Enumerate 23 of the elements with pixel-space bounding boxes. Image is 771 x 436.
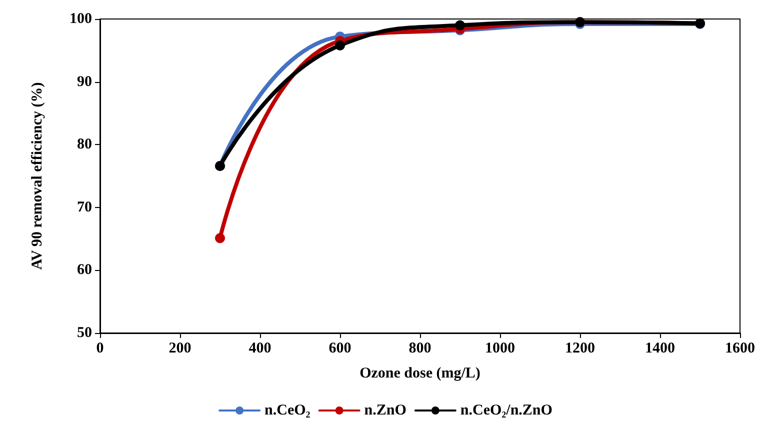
y-tick-label: 100 xyxy=(70,11,92,27)
x-tick-label: 400 xyxy=(248,340,272,356)
y-tick-label: 70 xyxy=(77,199,92,216)
x-tick-label: 800 xyxy=(408,340,432,356)
x-tick-label: 200 xyxy=(168,340,192,356)
x-tick-label: 0 xyxy=(96,340,104,356)
x-tick-label: 600 xyxy=(328,340,352,356)
y-tick-label: 80 xyxy=(77,136,92,153)
y-tick-label: 90 xyxy=(77,74,92,90)
y-axis-title: AV 90 removal efficiency (%) xyxy=(30,82,46,270)
x-tick-label: 1400 xyxy=(645,340,675,356)
point xyxy=(335,40,345,50)
x-axis-title: Ozone dose (mg/L) xyxy=(360,366,480,382)
legend-label: n.CeO₂/n.ZnO xyxy=(460,402,552,418)
x-tick-label: 1200 xyxy=(565,340,595,356)
legend-label: n.CeO₂ xyxy=(264,402,311,418)
point xyxy=(215,233,225,244)
point xyxy=(455,20,465,30)
legend-label: n.ZnO xyxy=(364,402,406,418)
x-tick-label: 1000 xyxy=(485,340,515,356)
y-tick-label: 50 xyxy=(77,325,92,341)
x-tick-label: 1600 xyxy=(725,340,755,356)
y-tick-label: 60 xyxy=(77,262,92,278)
